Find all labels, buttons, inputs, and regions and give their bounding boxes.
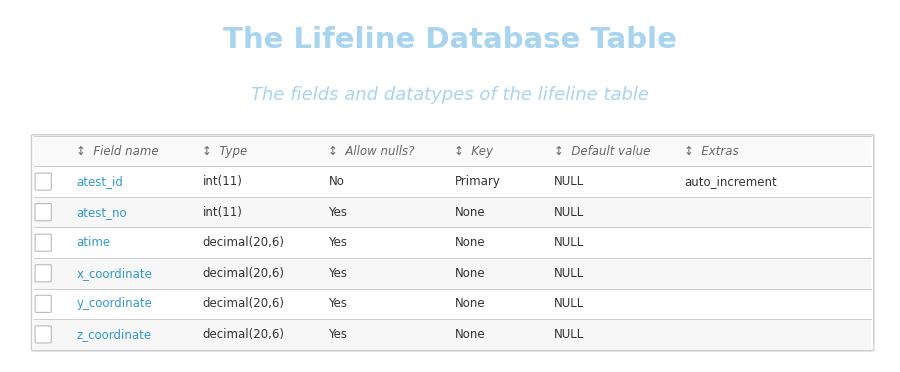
Text: int(11): int(11) [202,206,242,219]
Text: decimal(20,6): decimal(20,6) [202,328,284,341]
Text: atest_id: atest_id [76,175,123,188]
FancyBboxPatch shape [35,326,51,343]
Text: ↕  Extras: ↕ Extras [684,145,739,158]
Text: Yes: Yes [328,328,347,341]
Text: atest_no: atest_no [76,206,127,219]
Text: NULL: NULL [554,206,584,219]
Bar [34,289,871,319]
Text: decimal(20,6): decimal(20,6) [202,236,284,249]
Text: Yes: Yes [328,206,347,219]
Bar [34,258,871,289]
Text: The Lifeline Database Table: The Lifeline Database Table [223,26,677,54]
Text: ↕  Field name: ↕ Field name [76,145,159,158]
Text: Yes: Yes [328,297,347,310]
Bar [34,319,871,350]
Text: decimal(20,6): decimal(20,6) [202,297,284,310]
Text: NULL: NULL [554,236,584,249]
Bar [34,166,871,197]
Text: NULL: NULL [554,297,584,310]
Bar [34,136,871,166]
Text: NULL: NULL [554,175,584,188]
Text: z_coordinate: z_coordinate [76,328,151,341]
Text: y_coordinate: y_coordinate [76,297,152,310]
Text: NULL: NULL [554,328,584,341]
FancyBboxPatch shape [35,295,51,312]
Bar [34,227,871,258]
Text: ↕  Allow nulls?: ↕ Allow nulls? [328,145,415,158]
Text: None: None [454,206,485,219]
Text: Primary: Primary [454,175,500,188]
Text: x_coordinate: x_coordinate [76,267,152,280]
Text: decimal(20,6): decimal(20,6) [202,267,284,280]
Bar [34,197,871,227]
Text: None: None [454,267,485,280]
Text: int(11): int(11) [202,175,242,188]
Text: auto_increment: auto_increment [684,175,777,188]
Text: atime: atime [76,236,111,249]
Text: The fields and datatypes of the lifeline table: The fields and datatypes of the lifeline… [251,86,649,103]
Text: ↕  Default value: ↕ Default value [554,145,650,158]
Text: NULL: NULL [554,267,584,280]
Text: Yes: Yes [328,267,347,280]
FancyBboxPatch shape [35,173,51,190]
Text: None: None [454,297,485,310]
FancyBboxPatch shape [35,203,51,221]
Text: ↕  Key: ↕ Key [454,145,493,158]
FancyBboxPatch shape [35,265,51,282]
Text: None: None [454,236,485,249]
FancyBboxPatch shape [35,234,51,251]
Text: No: No [328,175,345,188]
Text: None: None [454,328,485,341]
FancyBboxPatch shape [32,135,874,351]
Text: ↕  Type: ↕ Type [202,145,248,158]
Text: Yes: Yes [328,236,347,249]
